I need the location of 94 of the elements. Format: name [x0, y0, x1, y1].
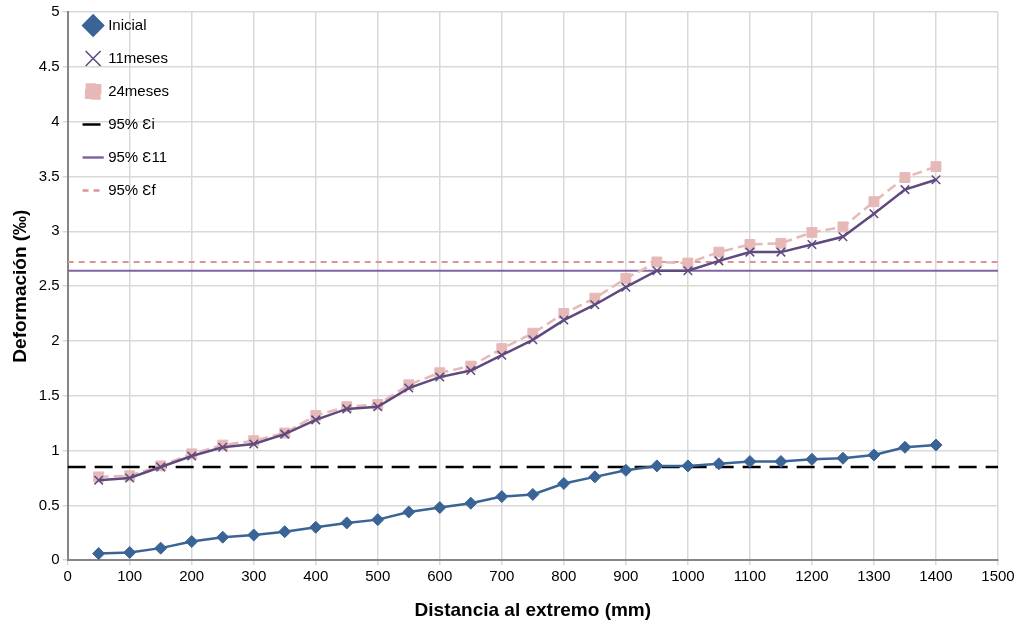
point: [650, 459, 664, 473]
point: [930, 161, 942, 173]
point: [929, 438, 943, 452]
point: [805, 452, 819, 466]
point: [774, 455, 788, 469]
point: [557, 476, 571, 490]
x-tick-label: 900: [613, 567, 639, 585]
legend-label: Inicial: [108, 15, 147, 33]
x-tick-label: 0: [63, 567, 72, 585]
point: [402, 505, 416, 519]
x-tick-label: 500: [365, 567, 391, 585]
point: [837, 231, 848, 242]
point: [310, 414, 321, 425]
point: [868, 208, 879, 219]
point: [744, 247, 755, 258]
point: [744, 238, 756, 250]
point: [589, 299, 600, 310]
point: [712, 457, 726, 471]
point: [713, 255, 724, 266]
y-tick-label: 1.5: [38, 385, 60, 403]
y-tick-label: 3.5: [38, 166, 60, 184]
x-tick-label: 1000: [671, 567, 705, 585]
x-tick-label: 1400: [919, 567, 953, 585]
point: [278, 525, 292, 539]
y-tick-label: 4.5: [38, 56, 60, 74]
legend-label: 95% Ɛi: [108, 114, 155, 132]
x-tick-label: 600: [427, 567, 453, 585]
point: [92, 547, 106, 561]
point: [123, 546, 137, 560]
point: [930, 174, 941, 185]
point: [899, 172, 911, 184]
point: [93, 475, 104, 486]
point: [154, 541, 168, 555]
x-tick-label: 1200: [795, 567, 829, 585]
point: [868, 196, 880, 208]
point: [247, 528, 261, 542]
y-axis-title: Deformación (‰): [8, 209, 30, 363]
point: [899, 184, 910, 195]
point: [682, 265, 693, 276]
point: [743, 455, 757, 469]
point: [620, 282, 631, 293]
legend-label: 95% Ɛf: [108, 180, 157, 198]
point: [867, 448, 881, 462]
point: [464, 496, 478, 510]
point: [340, 516, 354, 530]
y-tick-label: 0: [51, 550, 60, 568]
point: [434, 372, 445, 383]
x-tick-label: 1300: [857, 567, 891, 585]
point: [806, 239, 817, 250]
point: [806, 226, 818, 238]
point: [713, 246, 725, 258]
x-tick-label: 1100: [733, 567, 767, 585]
point: [495, 490, 509, 504]
point: [309, 520, 323, 534]
y-tick-label: 1: [51, 440, 60, 458]
point: [682, 257, 694, 269]
point: [620, 272, 632, 284]
point: [588, 470, 602, 484]
point: [681, 459, 695, 473]
legend-label: 11meses: [108, 48, 168, 66]
point: [496, 350, 507, 361]
y-tick-label: 4: [51, 111, 60, 129]
point: [619, 463, 633, 477]
y-tick-label: 3: [51, 221, 60, 239]
point: [526, 487, 540, 501]
point: [403, 383, 414, 394]
point: [898, 440, 912, 454]
point: [836, 451, 850, 465]
x-tick-label: 200: [179, 567, 205, 585]
x-tick-label: 800: [551, 567, 577, 585]
point: [371, 513, 385, 527]
y-tick-label: 2: [51, 331, 60, 349]
point: [558, 315, 569, 326]
point: [775, 247, 786, 258]
point: [775, 237, 787, 249]
x-tick-label: 400: [303, 567, 329, 585]
y-tick-label: 2.5: [38, 276, 60, 294]
x-tick-label: 100: [117, 567, 143, 585]
y-tick-label: 5: [51, 2, 60, 20]
x-tick-label: 1500: [981, 567, 1015, 585]
point: [651, 265, 662, 276]
point: [465, 365, 476, 376]
point: [527, 334, 538, 345]
legend-label: 24meses: [108, 81, 170, 99]
point: [433, 501, 447, 515]
point: [185, 535, 199, 549]
point: [216, 530, 230, 544]
point: [837, 221, 849, 233]
x-tick-label: 300: [241, 567, 267, 585]
legend-label: 95% Ɛ11: [108, 147, 167, 165]
point: [651, 256, 663, 268]
x-tick-label: 700: [489, 567, 515, 585]
y-tick-label: 0.5: [38, 495, 60, 513]
x-axis-title: Distancia al extremo (mm): [414, 598, 652, 620]
